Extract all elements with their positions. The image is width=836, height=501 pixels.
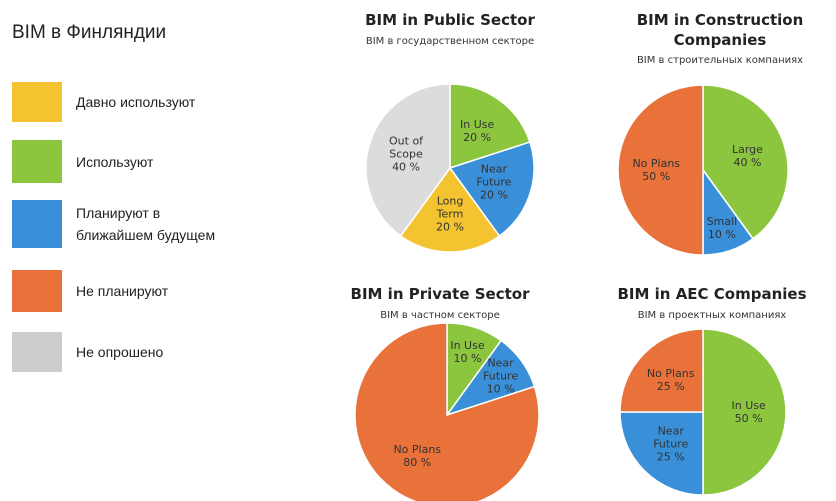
slice-value: 50 % [642,170,671,183]
pie-slice [619,411,704,496]
slice-value: 25 % [656,379,685,393]
slice-label: Near Future 20 % [469,163,519,202]
slice-category: Large [731,142,763,156]
slice-value: 20 % [463,130,492,144]
slice-category: No Plans [646,366,695,380]
slice-label: Near Future 10 % [476,357,526,396]
pie-title: BIM in Construction Companies [636,11,804,49]
pie-subtitle: BIM в государственном секторе [365,36,535,47]
slice-value: 10 % [453,352,482,365]
slice-value: 40 % [392,160,421,174]
slice-value: 40 % [733,155,762,169]
pie-slice [354,322,540,501]
pie-slice [702,84,789,240]
slice-label: No Plans 25 % [646,367,696,393]
slice-value: 10 % [707,228,736,242]
slice-value: 25 % [656,450,685,464]
slice-value: 50 % [734,412,763,425]
slice-category: Near Future [653,424,689,451]
slice-label: Near Future 25 % [646,425,696,464]
pie-slice [702,328,787,496]
slice-label: No Plans 80 % [392,443,442,469]
slice-label: In Use 10 % [442,339,492,365]
slice-value: 20 % [436,220,464,234]
legend-swatch [12,332,62,372]
pie-subtitle: BIM в частном секторе [380,310,500,321]
pie-slice [399,166,501,253]
slice-category: No Plans [632,157,681,170]
slice-label: In Use 20 % [452,118,502,144]
slice-category: No Plans [393,442,442,456]
pie-slice [617,84,704,256]
pie-title: BIM in AEC Companies [617,285,807,303]
slice-label: No Plans 50 % [631,157,681,183]
slice-category: Near Future [483,356,519,383]
pie-title: BIM in Private Sector [350,285,530,303]
pie-slice [448,141,535,238]
pie-title: BIM in Public Sector [365,11,535,29]
slice-category: In Use [731,399,766,412]
slice-label: In Use 50 % [724,399,774,425]
pie-subtitle: BIM в строительных компаниях [636,55,804,66]
slice-value: 10 % [486,382,515,396]
main-title: BIM в Финляндии [12,22,167,43]
legend-swatch [12,200,62,248]
legend-swatch [12,82,62,122]
legend-label: Давно используют [76,94,196,110]
slice-category: Out of Scope [389,134,424,161]
legend-label: Планируют в ближайшем будущем [76,205,216,243]
slice-label: Long Term 20 % [425,195,475,234]
slice-value: 80 % [403,455,432,469]
legend-label: Не опрошено [76,344,164,360]
slice-category: In Use [460,117,495,131]
pie-slice [449,83,531,170]
pie-slice [365,83,451,238]
pie-subtitle: BIM в проектных компаниях [637,310,787,321]
slice-label: Out of Scope 40 % [381,134,431,173]
slice-category: Long Term [436,194,464,221]
legend-swatch [12,270,62,312]
slice-category: Small [706,215,738,229]
slice-category: Near Future [476,162,512,189]
slice-category: In Use [450,339,485,352]
slice-label: Small 10 % [697,215,747,241]
slice-label: Large 40 % [722,143,772,169]
legend-label: Не планируют [76,283,169,299]
legend-label: Используют [76,153,154,170]
slice-value: 20 % [479,188,508,202]
pie-slice [619,328,704,413]
legend-swatch [12,140,62,183]
